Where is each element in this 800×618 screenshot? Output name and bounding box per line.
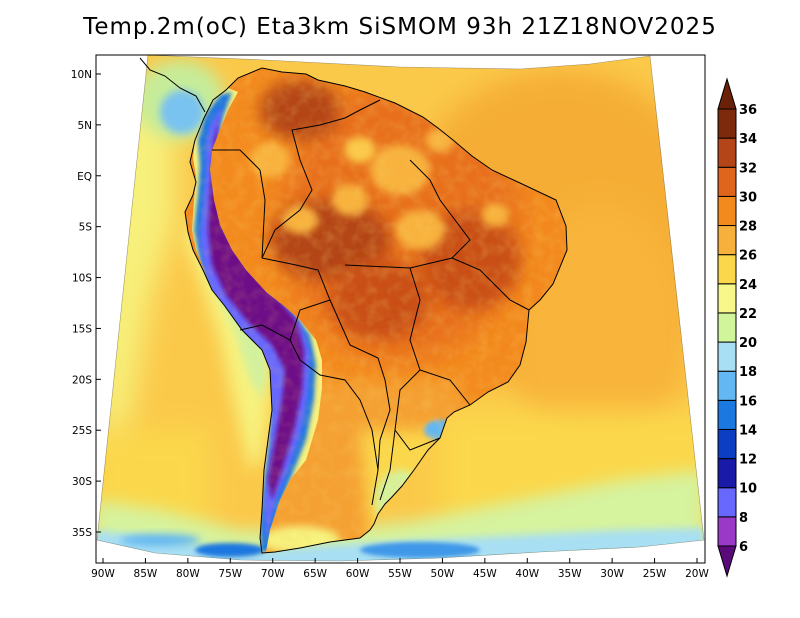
colorbar-segment <box>717 312 737 343</box>
colorbar-label: 22 <box>739 307 757 322</box>
brazil-state-lines-central <box>409 267 471 406</box>
colorbar-label: 12 <box>739 453 757 468</box>
lat-tick-label: 5S <box>79 222 93 234</box>
latitude-axis: 10N 5N EQ 5S 10S 15S 20S 25S 30S 35S <box>71 69 101 539</box>
lon-tick-label: 55W <box>388 568 412 580</box>
brazil-state-lines-south <box>379 429 396 501</box>
lat-tick-label: 35S <box>72 527 92 539</box>
southern-blue-patch-west <box>195 543 265 557</box>
lon-tick-label: 65W <box>303 568 327 580</box>
colorbar-segment <box>717 399 737 430</box>
pacific-blue-patch <box>160 90 204 134</box>
southern-blue-patch-east <box>360 542 480 558</box>
country-borders <box>139 57 568 554</box>
lon-tick-label: 80W <box>176 568 200 580</box>
lon-tick-label: 20W <box>685 568 709 580</box>
lat-tick-label: 10S <box>72 273 92 285</box>
model-domain-outline <box>96 54 705 562</box>
colorbar-segment <box>717 195 737 227</box>
colorbar-label: 20 <box>739 336 757 351</box>
colorbar-label: 28 <box>739 220 757 235</box>
brazil-south-border <box>261 257 391 506</box>
colorbar-segment <box>717 341 737 372</box>
lon-tick-label: 90W <box>91 568 115 580</box>
lat-tick-label: 20S <box>72 374 92 386</box>
colorbar-segment <box>717 458 737 489</box>
lat-tick-label: 5N <box>77 120 92 132</box>
colorbar-min-arrow <box>717 545 737 578</box>
colorbar-segment <box>717 254 737 285</box>
colorbar-label: 16 <box>739 394 757 409</box>
lon-tick-label: 40W <box>515 568 539 580</box>
colombia-peru-border <box>212 149 266 259</box>
south-america-coastline <box>184 67 568 554</box>
colorbar-segment <box>717 516 737 547</box>
lon-tick-label: 75W <box>218 568 242 580</box>
brazil-state-lines-northeast <box>451 257 530 311</box>
colorbar-segment <box>717 108 737 139</box>
colorbar-label: 36 <box>739 103 757 118</box>
colorbar-label: 32 <box>739 161 757 176</box>
southern-blue-patch-far-west <box>120 534 200 546</box>
lon-tick-label: 25W <box>643 568 667 580</box>
colorbar-label: 24 <box>739 278 757 293</box>
colorbar-segment <box>717 428 737 460</box>
humboldt-yellow <box>185 220 270 470</box>
colorbar-segment <box>717 166 737 197</box>
bolivia-border-north <box>289 299 331 341</box>
colorbar-label: 26 <box>739 249 757 264</box>
lon-tick-label: 70W <box>261 568 285 580</box>
colorbar-segment <box>717 370 737 401</box>
lon-tick-label: 50W <box>431 568 455 580</box>
lon-tick-label: 45W <box>473 568 497 580</box>
lon-tick-label: 30W <box>600 568 624 580</box>
lon-tick-label: 35W <box>558 568 582 580</box>
brazil-west-border <box>261 99 381 259</box>
lon-tick-label: 60W <box>346 568 370 580</box>
lon-tick-label: 85W <box>134 568 158 580</box>
bolivia-paraguay-borders <box>239 324 379 471</box>
central-america-coastline <box>139 57 206 113</box>
colorbar-label: 18 <box>739 365 757 380</box>
colorbar-segment <box>717 283 737 314</box>
colorbar-label: 10 <box>739 482 757 497</box>
colorbar-label: 8 <box>739 511 748 526</box>
colorbar-label: 34 <box>739 132 757 147</box>
colorbar-segment <box>717 225 737 256</box>
colorbar-max-arrow <box>717 77 737 110</box>
lat-tick-label: 15S <box>72 323 92 335</box>
lat-tick-label: 10N <box>71 69 92 81</box>
colorbar-label: 30 <box>739 190 757 205</box>
longitude-axis: 90W 85W 80W 75W 70W 65W 60W 55W 50W 45W 40W 35W 30W 2… <box>91 558 709 580</box>
lat-tick-label: 25S <box>72 425 92 437</box>
colorbar: 6 8 10 12 14 16 18 20 22 24 26 28 30 32 34 36 <box>717 77 757 578</box>
colorbar-segment <box>717 137 737 168</box>
lat-tick-label: 30S <box>72 476 92 488</box>
colorbar-label: 14 <box>739 423 757 438</box>
colorbar-label: 6 <box>739 540 748 555</box>
colorbar-segment <box>717 487 737 518</box>
lat-tick-label: EQ <box>77 171 92 183</box>
chart-title: Temp.2m(oC) Eta3km SiSMOM 93h 21Z18NOV20… <box>83 14 717 40</box>
